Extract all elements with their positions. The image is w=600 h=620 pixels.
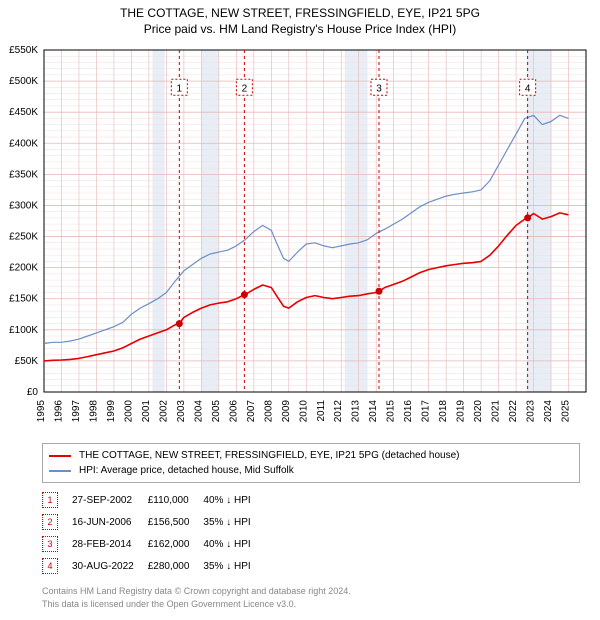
marker-badge: 1 <box>42 492 58 508</box>
svg-text:2000: 2000 <box>123 400 134 423</box>
transaction-row: 4 30-AUG-2022£280,00035% ↓ HPI <box>42 555 265 577</box>
legend-swatch-property <box>49 455 71 457</box>
svg-text:3: 3 <box>376 83 382 94</box>
footer-line-2: This data is licensed under the Open Gov… <box>42 598 580 611</box>
svg-text:£450K: £450K <box>9 107 38 118</box>
svg-text:£250K: £250K <box>9 232 38 243</box>
tx-date: 16-JUN-2006 <box>72 511 148 533</box>
svg-text:2021: 2021 <box>491 400 502 423</box>
tx-date: 30-AUG-2022 <box>72 555 148 577</box>
svg-text:1999: 1999 <box>106 400 117 423</box>
chart-titles: THE COTTAGE, NEW STREET, FRESSINGFIELD, … <box>0 0 600 36</box>
marker-badge: 3 <box>42 536 58 552</box>
svg-text:2003: 2003 <box>176 400 187 423</box>
transaction-row: 1 27-SEP-2002£110,00040% ↓ HPI <box>42 489 265 511</box>
marker-badge: 2 <box>42 514 58 530</box>
chart-container: THE COTTAGE, NEW STREET, FRESSINGFIELD, … <box>0 0 600 610</box>
tx-date: 28-FEB-2014 <box>72 533 148 555</box>
svg-text:2023: 2023 <box>526 400 537 423</box>
arrow-down-icon: ↓ <box>226 517 231 528</box>
svg-text:£300K: £300K <box>9 200 38 211</box>
svg-text:£500K: £500K <box>9 76 38 87</box>
tx-price: £162,000 <box>148 533 204 555</box>
svg-text:1996: 1996 <box>53 400 64 423</box>
arrow-down-icon: ↓ <box>226 495 231 506</box>
svg-text:2010: 2010 <box>298 400 309 423</box>
plot-area: £0 £50K £100K £150K £200K £250K £300K £350K £400… <box>0 40 600 435</box>
svg-text:£350K: £350K <box>9 169 38 180</box>
svg-text:2024: 2024 <box>543 400 554 423</box>
tx-delta: 35% ↓ HPI <box>203 511 264 533</box>
svg-text:1998: 1998 <box>88 400 99 423</box>
svg-text:2009: 2009 <box>281 400 292 423</box>
svg-text:1997: 1997 <box>71 400 82 423</box>
svg-text:2025: 2025 <box>561 400 572 423</box>
svg-text:1: 1 <box>177 83 183 94</box>
tx-delta: 40% ↓ HPI <box>203 533 264 555</box>
legend-label-property: THE COTTAGE, NEW STREET, FRESSINGFIELD, … <box>79 448 459 463</box>
svg-text:£100K: £100K <box>9 325 38 336</box>
svg-text:£0: £0 <box>27 387 39 398</box>
tx-delta: 40% ↓ HPI <box>203 489 264 511</box>
svg-text:2004: 2004 <box>193 400 204 423</box>
svg-text:2008: 2008 <box>263 400 274 423</box>
transactions-table: 127-SEP-2002£110,00040% ↓ HPI216-JUN-200… <box>42 489 265 577</box>
svg-text:£150K: £150K <box>9 294 38 305</box>
arrow-down-icon: ↓ <box>226 561 231 572</box>
svg-text:2020: 2020 <box>473 400 484 423</box>
svg-text:2005: 2005 <box>211 400 222 423</box>
legend-item-property: THE COTTAGE, NEW STREET, FRESSINGFIELD, … <box>49 448 573 463</box>
svg-text:2001: 2001 <box>141 400 152 423</box>
footer-attribution: Contains HM Land Registry data © Crown c… <box>42 585 580 610</box>
svg-text:2014: 2014 <box>368 400 379 423</box>
arrow-down-icon: ↓ <box>226 539 231 550</box>
transaction-row: 2 16-JUN-2006£156,50035% ↓ HPI <box>42 511 265 533</box>
svg-text:2013: 2013 <box>351 400 362 423</box>
svg-text:2018: 2018 <box>438 400 449 423</box>
tx-price: £110,000 <box>148 489 204 511</box>
tx-date: 27-SEP-2002 <box>72 489 148 511</box>
legend: THE COTTAGE, NEW STREET, FRESSINGFIELD, … <box>42 443 580 483</box>
svg-text:4: 4 <box>525 83 531 94</box>
svg-text:2: 2 <box>242 83 248 94</box>
svg-text:£200K: £200K <box>9 263 38 274</box>
legend-item-hpi: HPI: Average price, detached house, Mid … <box>49 463 573 478</box>
svg-text:2022: 2022 <box>508 400 519 423</box>
legend-swatch-hpi <box>49 470 71 472</box>
legend-label-hpi: HPI: Average price, detached house, Mid … <box>79 463 294 478</box>
marker-badge: 4 <box>42 558 58 574</box>
svg-text:2012: 2012 <box>333 400 344 423</box>
footer-line-1: Contains HM Land Registry data © Crown c… <box>42 585 580 598</box>
svg-text:2002: 2002 <box>158 400 169 423</box>
tx-delta: 35% ↓ HPI <box>203 555 264 577</box>
svg-text:1995: 1995 <box>36 400 47 423</box>
svg-text:2015: 2015 <box>386 400 397 423</box>
title-line-2: Price paid vs. HM Land Registry's House … <box>0 22 600 36</box>
tx-price: £280,000 <box>148 555 204 577</box>
svg-text:2017: 2017 <box>421 400 432 423</box>
svg-text:2007: 2007 <box>246 400 257 423</box>
svg-text:£400K: £400K <box>9 138 38 149</box>
svg-text:2016: 2016 <box>403 400 414 423</box>
svg-text:2019: 2019 <box>456 400 467 423</box>
tx-price: £156,500 <box>148 511 204 533</box>
title-line-1: THE COTTAGE, NEW STREET, FRESSINGFIELD, … <box>0 6 600 20</box>
chart-svg: £0 £50K £100K £150K £200K £250K £300K £350K £400… <box>0 40 600 435</box>
svg-text:2011: 2011 <box>316 400 327 422</box>
svg-text:2006: 2006 <box>228 400 239 423</box>
svg-text:£550K: £550K <box>9 45 38 56</box>
svg-text:£50K: £50K <box>15 356 39 367</box>
transaction-row: 3 28-FEB-2014£162,00040% ↓ HPI <box>42 533 265 555</box>
